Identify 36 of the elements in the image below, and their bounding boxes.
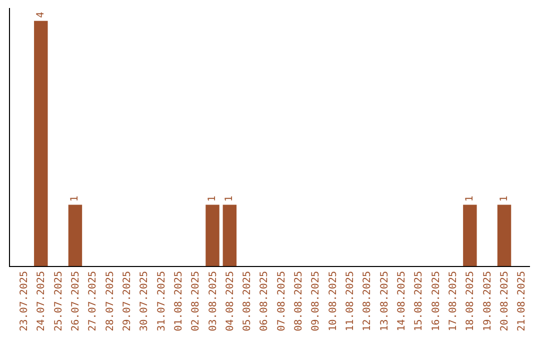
x-tick-label: 07.08.2025 [276, 271, 288, 332]
x-tick-label: 31.07.2025 [156, 271, 168, 332]
x-tick-label: 09.08.2025 [310, 271, 322, 332]
x-tick-label: 27.07.2025 [88, 271, 99, 332]
x-tick-label: 02.08.2025 [190, 271, 202, 332]
x-tick-label: 23.07.2025 [18, 271, 30, 332]
x-tick-label: 10.08.2025 [328, 271, 339, 332]
data-label: 1 [464, 196, 476, 202]
x-tick-label: 20.08.2025 [500, 271, 511, 332]
x-tick-label: 16.08.2025 [430, 271, 442, 332]
x-tick-label: 28.07.2025 [104, 271, 116, 332]
x-tick-label: 26.07.2025 [70, 271, 82, 332]
x-tick-label: 11.08.2025 [345, 271, 356, 332]
data-label: 1 [224, 196, 236, 202]
x-tick-label: 08.08.2025 [294, 271, 305, 332]
data-label: 1 [498, 196, 510, 202]
x-tick-label: 19.08.2025 [482, 271, 494, 332]
x-tick-label: 29.07.2025 [122, 271, 133, 332]
x-tick-label: 18.08.2025 [465, 271, 476, 332]
x-tick-label: 13.08.2025 [379, 271, 390, 332]
x-tick-label: 24.07.2025 [36, 271, 48, 332]
x-tick-label: 05.08.2025 [242, 271, 254, 332]
x-tick-label: 14.08.2025 [396, 271, 408, 332]
data-label: 1 [207, 196, 218, 202]
data-label: 4 [35, 12, 46, 18]
data-label: 1 [70, 196, 81, 202]
x-tick-label: 25.07.2025 [53, 271, 64, 332]
x-tick-label: 21.08.2025 [516, 271, 528, 332]
x-tick-label: 30.07.2025 [139, 271, 150, 332]
x-tick-label: 01.08.2025 [173, 271, 184, 332]
x-tick-label: 12.08.2025 [362, 271, 374, 332]
x-tick-label: 04.08.2025 [224, 271, 236, 332]
x-tick-label: 15.08.2025 [414, 271, 425, 332]
x-tick-label: 17.08.2025 [448, 271, 460, 332]
x-tick-label: 03.08.2025 [208, 271, 219, 332]
x-tick-label: 06.08.2025 [259, 271, 270, 332]
